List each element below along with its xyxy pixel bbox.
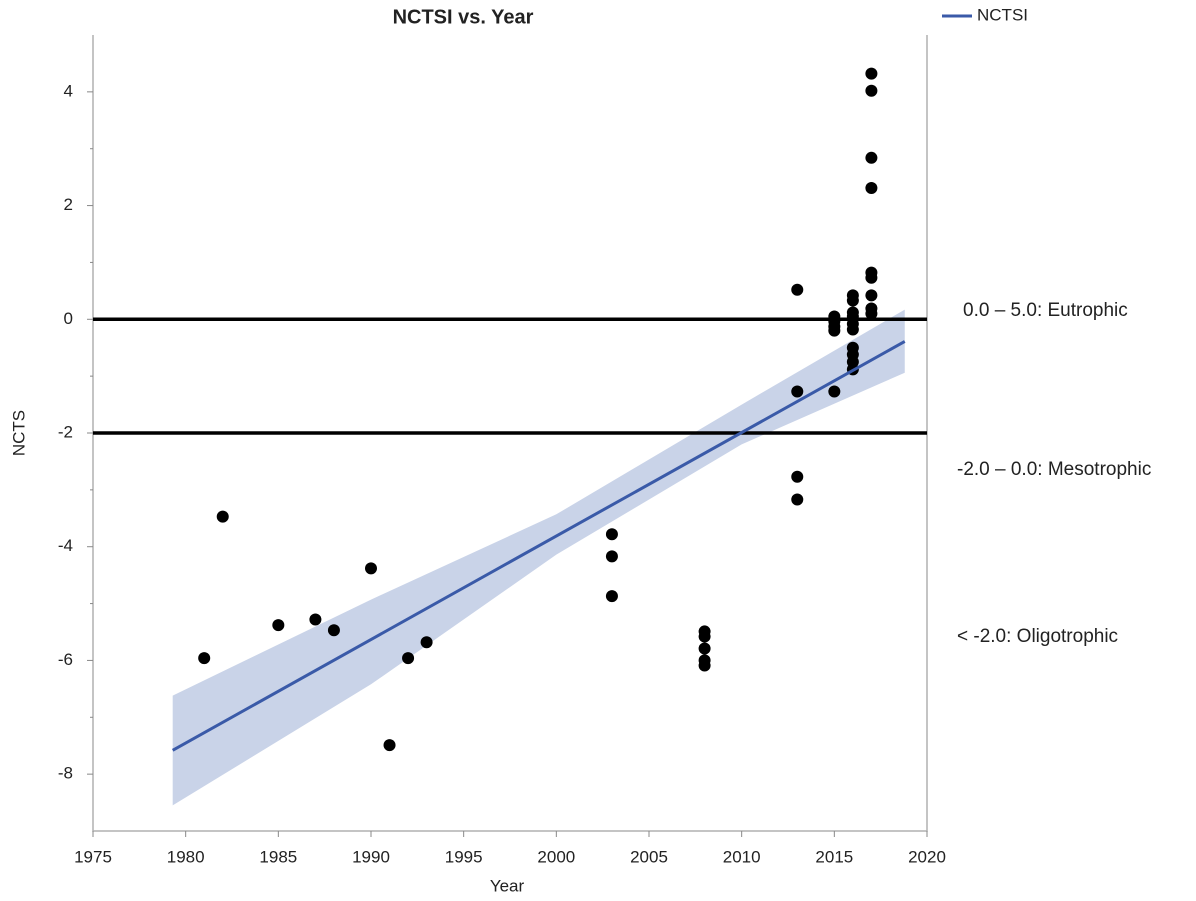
y-tick-label: -2 bbox=[58, 422, 73, 441]
legend-label: NCTSI bbox=[977, 5, 1028, 24]
y-tick-label: -6 bbox=[58, 650, 73, 669]
data-point bbox=[402, 652, 415, 665]
data-point bbox=[605, 590, 618, 603]
x-tick-label: 1990 bbox=[352, 847, 390, 866]
data-point bbox=[272, 619, 285, 632]
x-tick-label: 1975 bbox=[74, 847, 112, 866]
data-point bbox=[327, 624, 340, 637]
y-tick-label: -4 bbox=[58, 536, 73, 555]
data-point bbox=[605, 550, 618, 563]
x-tick-label: 2005 bbox=[630, 847, 668, 866]
data-point bbox=[865, 289, 878, 302]
data-point bbox=[846, 323, 859, 336]
x-tick-label: 1985 bbox=[259, 847, 297, 866]
fit-line bbox=[171, 340, 906, 752]
data-point bbox=[865, 181, 878, 194]
data-point bbox=[865, 307, 878, 320]
x-tick-label: 2015 bbox=[815, 847, 853, 866]
data-point bbox=[698, 642, 711, 655]
x-tick-label: 1995 bbox=[445, 847, 483, 866]
y-tick-label: -8 bbox=[58, 764, 73, 783]
data-point bbox=[216, 510, 229, 523]
annotation: 0.0 – 5.0: Eutrophic bbox=[963, 300, 1128, 321]
data-point bbox=[791, 283, 804, 296]
data-point bbox=[791, 470, 804, 483]
data-point bbox=[865, 67, 878, 80]
data-point bbox=[865, 84, 878, 97]
data-point bbox=[605, 528, 618, 541]
data-point bbox=[698, 659, 711, 672]
data-point bbox=[865, 151, 878, 164]
x-axis-label: Year bbox=[490, 876, 525, 895]
data-point bbox=[791, 385, 804, 398]
data-point bbox=[198, 652, 211, 665]
data-point bbox=[309, 613, 322, 626]
data-point bbox=[420, 636, 433, 649]
y-tick-label: 4 bbox=[64, 81, 73, 100]
data-point bbox=[365, 562, 377, 575]
data-point bbox=[383, 739, 396, 752]
y-axis-label: NCTS bbox=[9, 410, 28, 456]
data-point bbox=[698, 630, 711, 643]
x-tick-label: 2000 bbox=[537, 847, 575, 866]
x-tick-label: 1980 bbox=[167, 847, 205, 866]
x-tick-label: 2020 bbox=[908, 847, 946, 866]
confidence-band bbox=[172, 309, 905, 806]
data-point bbox=[846, 294, 859, 307]
data-point bbox=[828, 324, 841, 337]
chart-title: NCTSI vs. Year bbox=[393, 6, 534, 28]
data-point bbox=[791, 493, 804, 506]
annotation: -2.0 – 0.0: Mesotrophic bbox=[957, 459, 1151, 480]
y-tick-label: 0 bbox=[64, 309, 73, 328]
annotation: < -2.0: Oligotrophic bbox=[957, 626, 1118, 647]
y-tick-label: 2 bbox=[64, 195, 73, 214]
x-tick-label: 2010 bbox=[723, 847, 761, 866]
data-point bbox=[828, 385, 841, 398]
data-point bbox=[865, 271, 878, 284]
